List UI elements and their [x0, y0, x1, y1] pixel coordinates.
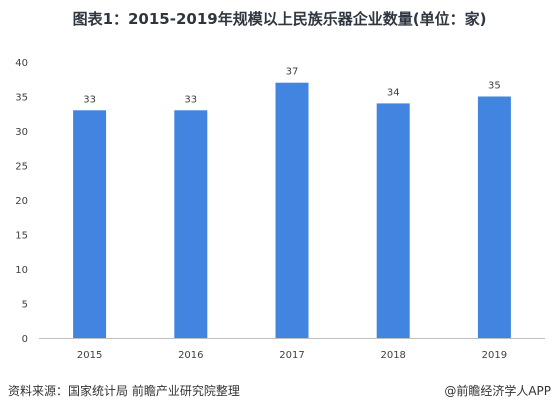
- data-label-2018: 34: [387, 87, 400, 98]
- x-tick-label-2019: 2019: [482, 350, 507, 361]
- bar-2015: [73, 110, 107, 338]
- data-label-2016: 33: [184, 94, 197, 105]
- bar-2019: [477, 96, 511, 338]
- y-tick-label: 15: [15, 231, 28, 242]
- data-label-2017: 37: [286, 67, 299, 78]
- bar-2016: [174, 110, 208, 338]
- bars: [73, 82, 511, 339]
- y-tick-label: 20: [15, 196, 28, 207]
- y-tick-label: 35: [15, 93, 28, 104]
- x-tick-label-2016: 2016: [178, 350, 203, 361]
- x-tick-label-2017: 2017: [279, 350, 304, 361]
- y-tick-label: 0: [22, 334, 28, 345]
- data-label-2019: 35: [488, 81, 501, 92]
- x-tick-label-2018: 2018: [380, 350, 405, 361]
- y-tick-label: 25: [15, 162, 28, 173]
- y-tick-label: 10: [15, 265, 28, 276]
- chart-title: 图表1：2015-2019年规模以上民族乐器企业数量(单位：家): [72, 10, 487, 28]
- data-labels: 33 33 37 34 35: [83, 67, 501, 106]
- x-tick-label-2015: 2015: [77, 350, 102, 361]
- y-axis: 0 5 10 15 20 25 30 35 40: [15, 58, 28, 345]
- credit-note: @前瞻经济学人APP: [444, 384, 551, 398]
- y-tick-label: 40: [15, 58, 28, 69]
- y-tick-label: 30: [15, 127, 28, 138]
- data-label-2015: 33: [83, 94, 96, 105]
- bar-2018: [376, 103, 410, 339]
- source-note: 资料来源：国家统计局 前瞻产业研究院整理: [8, 384, 240, 398]
- y-tick-label: 5: [22, 300, 28, 311]
- x-axis-labels: 2015 2016 2017 2018 2019: [77, 350, 507, 361]
- bar-2017: [275, 82, 309, 338]
